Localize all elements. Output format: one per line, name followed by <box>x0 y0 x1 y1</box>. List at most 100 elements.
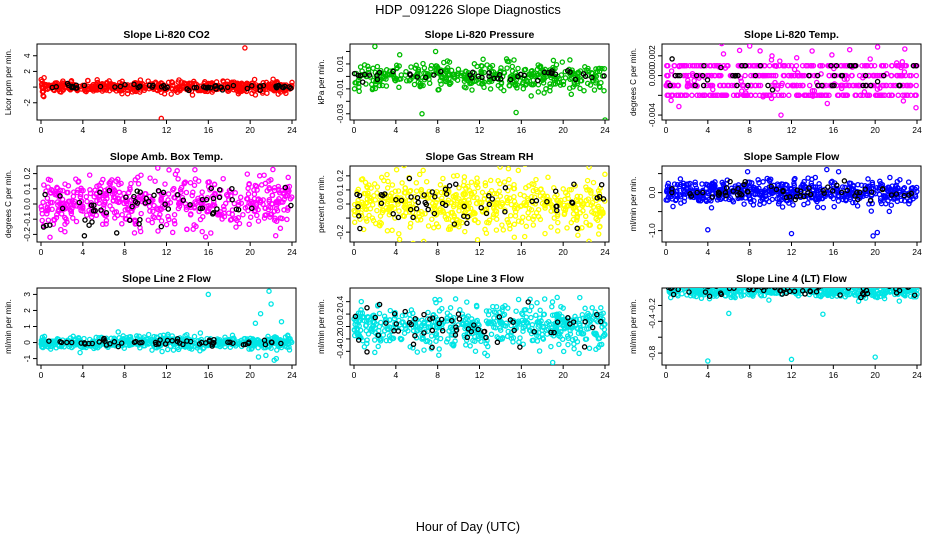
x-tick-label: 20 <box>558 125 568 135</box>
data-point <box>723 185 730 191</box>
data-point <box>90 81 97 88</box>
data-point <box>62 228 68 235</box>
data-point <box>233 224 239 230</box>
data-point <box>279 215 285 222</box>
data-point <box>824 100 831 107</box>
data-point <box>531 328 537 335</box>
data-point <box>877 92 884 99</box>
data-point <box>54 336 61 342</box>
panel-title: Slope Li-820 Temp. <box>744 29 839 41</box>
data-point <box>692 82 698 89</box>
data-point <box>288 202 294 209</box>
data-point <box>249 205 255 212</box>
data-point <box>467 343 473 349</box>
data-point <box>285 174 291 181</box>
data-point <box>537 64 544 70</box>
data-point <box>683 92 690 99</box>
data-point <box>486 308 492 314</box>
y-axis-label: kPa per min. <box>317 60 326 105</box>
data-point <box>414 217 421 223</box>
data-point <box>755 82 762 89</box>
data-point <box>483 334 489 341</box>
data-point <box>825 62 831 69</box>
data-point <box>870 72 876 79</box>
data-point <box>677 92 684 99</box>
x-tick-label: 8 <box>122 370 127 380</box>
data-point <box>426 80 433 87</box>
data-point <box>485 343 491 350</box>
data-point <box>126 206 132 212</box>
data-point <box>499 200 505 206</box>
data-point <box>149 219 155 226</box>
data-point <box>142 191 148 197</box>
data-point <box>471 189 478 195</box>
x-tick-label: 8 <box>435 125 440 135</box>
data-point <box>425 320 432 327</box>
data-point <box>862 62 868 69</box>
data-point <box>511 193 517 200</box>
data-point <box>67 198 73 204</box>
data-point <box>410 328 417 334</box>
data-point <box>191 182 198 189</box>
data-point <box>787 194 793 200</box>
x-tick-label: 16 <box>204 125 214 135</box>
data-point <box>378 200 385 207</box>
x-tick-label: 0 <box>39 370 44 380</box>
data-point <box>115 343 122 350</box>
data-point <box>783 181 789 188</box>
data-point <box>803 62 809 69</box>
data-point <box>135 181 142 187</box>
data-point <box>519 310 525 317</box>
data-point <box>370 65 376 72</box>
data-point <box>871 62 878 69</box>
data-point <box>595 188 602 194</box>
data-point <box>351 326 358 333</box>
data-point <box>395 214 402 221</box>
data-point <box>888 186 894 193</box>
data-point <box>814 204 821 210</box>
data-point <box>443 216 450 223</box>
data-point <box>210 195 217 202</box>
data-point <box>40 92 46 99</box>
data-point <box>273 336 279 342</box>
data-point <box>381 327 388 334</box>
data-point <box>528 206 535 213</box>
data-point <box>593 346 599 353</box>
data-point <box>902 46 908 52</box>
data-point <box>474 179 480 186</box>
data-point <box>202 234 209 240</box>
data-point <box>261 172 267 178</box>
data-point <box>746 44 753 49</box>
data-point <box>745 189 751 195</box>
data-point <box>379 207 386 213</box>
data-point <box>257 87 263 93</box>
data-point <box>602 117 608 120</box>
data-point <box>700 189 706 196</box>
data-point <box>205 208 212 215</box>
data-point <box>359 79 366 85</box>
data-point <box>251 341 258 347</box>
data-point <box>432 193 438 200</box>
data-point <box>731 82 738 89</box>
data-point <box>129 203 135 210</box>
data-point <box>463 337 470 343</box>
data-point <box>506 176 512 183</box>
data-point <box>586 187 593 193</box>
data-point <box>572 313 578 320</box>
data-point <box>131 230 138 236</box>
data-point <box>530 216 536 223</box>
data-point <box>57 193 63 199</box>
data-point <box>862 72 869 79</box>
data-point <box>453 217 460 223</box>
data-point <box>255 206 261 213</box>
data-point <box>454 222 460 228</box>
x-tick-label: 20 <box>245 370 255 380</box>
data-point <box>742 178 748 185</box>
data-point <box>464 220 470 227</box>
data-point <box>839 184 846 190</box>
data-point <box>760 92 767 99</box>
data-point <box>862 186 868 192</box>
data-point <box>479 63 485 69</box>
data-point <box>506 58 512 65</box>
